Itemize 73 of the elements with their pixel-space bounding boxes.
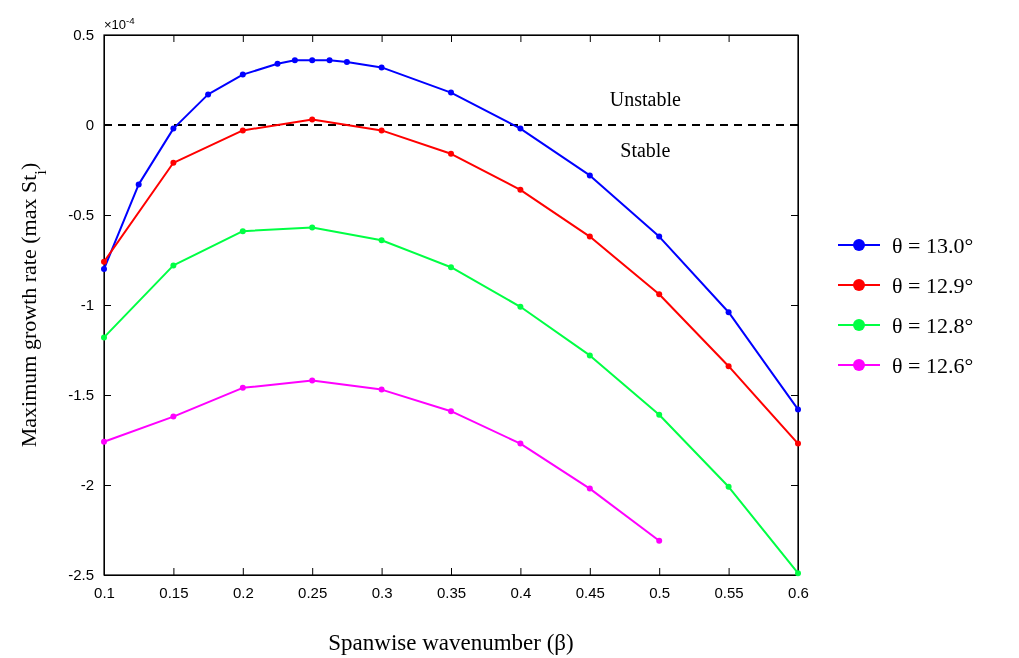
point — [586, 352, 593, 359]
x-tick-label: 0.2 — [232, 583, 254, 601]
y-tick-label: 0.5 — [73, 26, 94, 44]
point — [170, 159, 177, 166]
x-tick-label: 0.3 — [371, 583, 393, 601]
point — [343, 59, 350, 65]
point — [517, 125, 524, 132]
point — [170, 262, 177, 269]
x-tick-label: 0.1 — [94, 583, 115, 601]
annotation: Unstable — [609, 87, 681, 110]
x-tick-label: 0.4 — [510, 583, 532, 601]
point — [291, 57, 298, 64]
x-tick-label: 0.45 — [575, 583, 605, 601]
point — [170, 125, 177, 132]
legend-label: θ = 12.6° — [892, 352, 974, 378]
point — [309, 116, 316, 123]
point — [274, 60, 281, 67]
y-tick-label: -2.5 — [68, 566, 94, 584]
text: ×10$^{-4}$ — [104, 14, 136, 32]
x-tick-label: 0.6 — [788, 583, 809, 601]
point — [586, 172, 593, 179]
y-tick-label: -0.5 — [68, 206, 94, 224]
point — [239, 384, 246, 391]
x-tick-label: 0.25 — [298, 583, 328, 601]
point — [378, 386, 385, 393]
point — [309, 224, 316, 231]
point — [795, 406, 801, 413]
y-tick-label: 0 — [85, 116, 94, 134]
point — [101, 438, 107, 445]
x-axis-title: Spanwise wavenumber (β) — [328, 630, 574, 655]
point — [170, 413, 177, 420]
point — [656, 233, 663, 240]
point — [656, 537, 663, 544]
legend-label: θ = 12.9° — [892, 272, 974, 298]
point — [205, 91, 212, 98]
point — [378, 64, 385, 71]
point — [725, 363, 732, 370]
point — [656, 411, 663, 418]
point — [378, 127, 385, 134]
x-tick-label: 0.5 — [649, 583, 671, 601]
legend-label: θ = 13.0° — [892, 232, 974, 258]
x-tick-label: 0.15 — [159, 583, 189, 601]
point — [239, 71, 246, 78]
point — [586, 233, 593, 240]
annotation: Stable — [620, 138, 671, 161]
point — [239, 228, 246, 235]
point — [101, 258, 107, 265]
x-tick-label: 0.35 — [436, 583, 467, 601]
point — [448, 264, 454, 271]
x-tick-label: 0.55 — [714, 583, 744, 601]
point — [517, 186, 524, 193]
legend-label: θ = 12.8° — [892, 312, 974, 338]
point — [586, 485, 593, 492]
point — [239, 127, 246, 134]
point — [725, 309, 732, 316]
point — [101, 334, 107, 341]
point — [309, 57, 316, 64]
point — [517, 440, 524, 447]
point — [378, 237, 385, 244]
point — [517, 303, 524, 310]
point — [135, 181, 142, 188]
point — [448, 89, 454, 96]
point — [448, 150, 454, 157]
point — [326, 57, 333, 64]
point — [795, 440, 801, 447]
y-tick-label: -1.5 — [68, 386, 94, 404]
point — [656, 291, 663, 298]
point — [309, 377, 316, 384]
point — [448, 408, 454, 415]
y-tick-label: -2 — [80, 476, 94, 494]
point — [101, 266, 107, 272]
y-tick-label: -1 — [80, 296, 94, 314]
point — [725, 483, 732, 490]
